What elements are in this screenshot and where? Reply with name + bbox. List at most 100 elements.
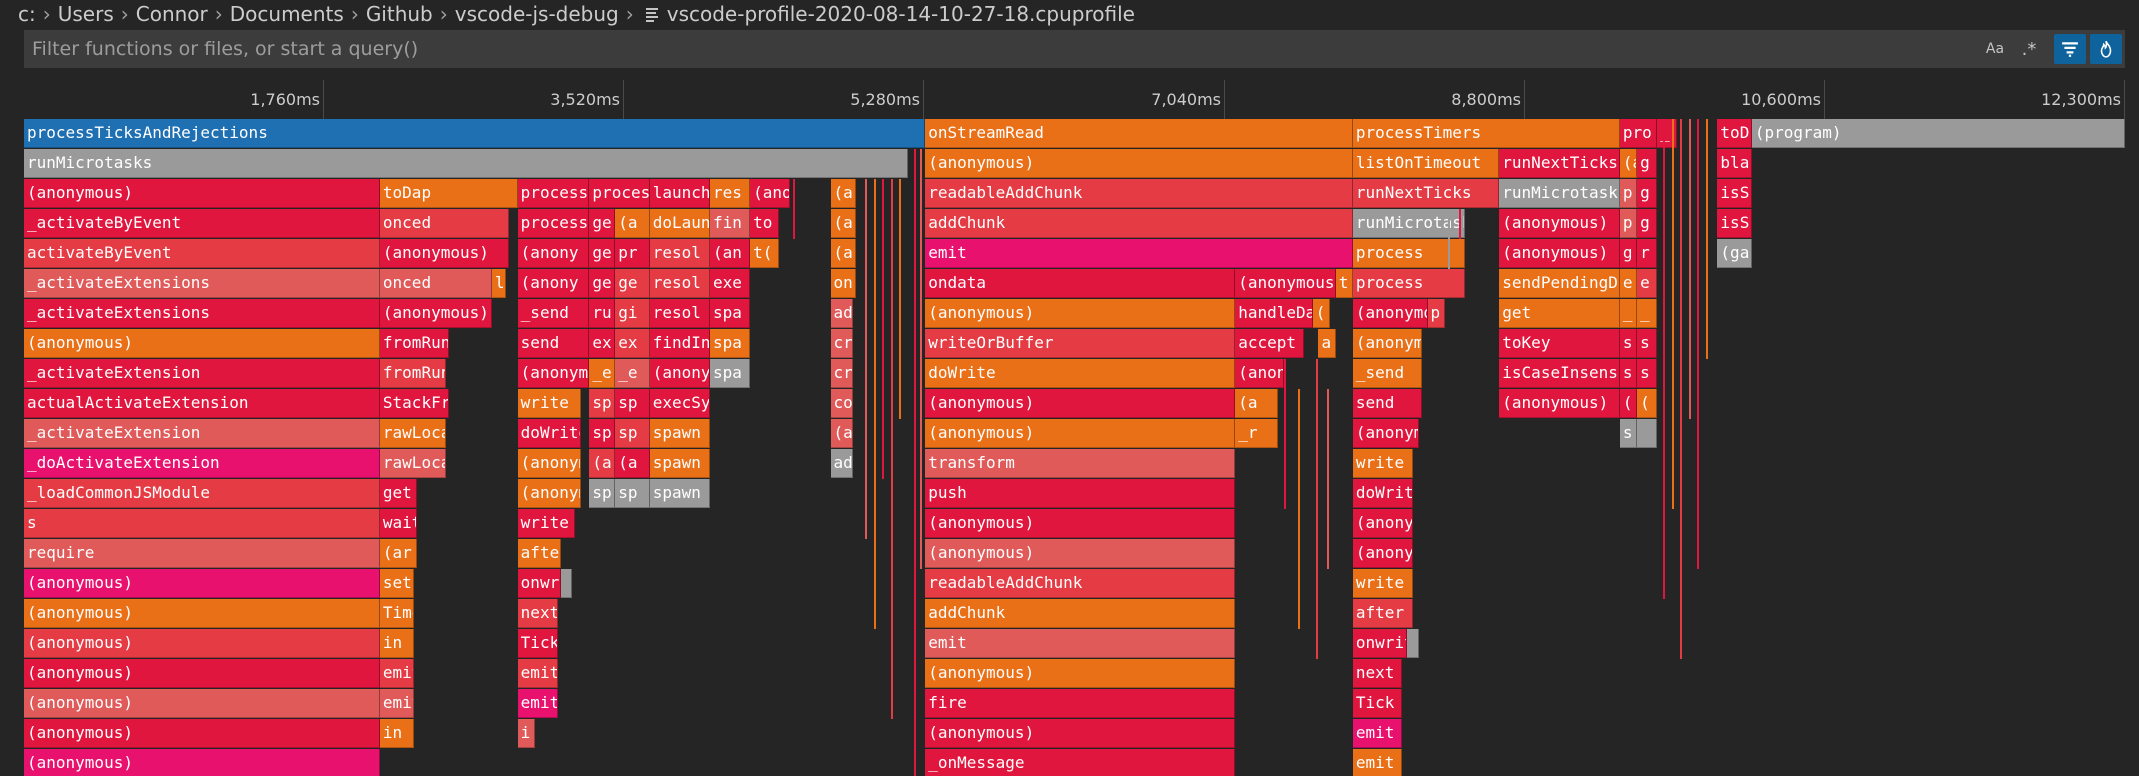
flame-frame[interactable]: get xyxy=(379,479,418,508)
flame-frame[interactable]: _activateExtension xyxy=(24,359,380,388)
flame-sliver[interactable] xyxy=(913,149,916,776)
flame-frame[interactable]: g xyxy=(1619,239,1638,268)
flame-frame[interactable]: (anonymous) xyxy=(1499,239,1620,268)
flame-sliver[interactable] xyxy=(1284,359,1287,509)
flame-frame[interactable]: sp xyxy=(589,419,616,448)
flame-frame[interactable]: toD xyxy=(1717,119,1752,148)
flame-frame[interactable]: sp xyxy=(615,389,650,418)
flame-frame[interactable]: sp xyxy=(615,419,650,448)
flame-frame[interactable]: ge xyxy=(615,269,650,298)
flame-frame[interactable]: process xyxy=(517,179,590,208)
flame-frame[interactable]: _activateByEvent xyxy=(24,209,380,238)
flame-frame[interactable]: (anonymous) xyxy=(925,659,1236,688)
flame-frame[interactable]: emit xyxy=(379,689,415,718)
focus-button[interactable] xyxy=(2054,34,2086,64)
flame-frame[interactable]: (anonymous) xyxy=(24,179,380,208)
flame-frame[interactable]: spa xyxy=(709,329,751,358)
flame-frame[interactable]: cr xyxy=(830,359,854,388)
flame-frame[interactable]: l xyxy=(491,269,507,298)
flame-frame[interactable]: Timer xyxy=(379,599,415,628)
flame-frame[interactable]: handleData xyxy=(1235,299,1313,328)
flame-frame[interactable]: (anonymous) xyxy=(517,479,581,508)
flame-frame[interactable]: (anonymous) xyxy=(925,389,1236,418)
flame-frame[interactable]: rawLocation xyxy=(379,449,446,478)
flame-frame[interactable]: t( xyxy=(750,239,779,268)
flame-frame[interactable]: (anony xyxy=(649,359,710,388)
flame-frame[interactable]: actualActivateExtension xyxy=(24,389,380,418)
flame-frame[interactable]: (a xyxy=(1235,389,1279,418)
flame-frame[interactable]: toDap xyxy=(379,179,518,208)
flame-frame[interactable]: r xyxy=(1637,239,1658,268)
flame-sliver[interactable] xyxy=(899,179,902,419)
flame-button[interactable] xyxy=(2090,34,2122,64)
flame-frame[interactable]: (a xyxy=(1619,149,1638,178)
flame-frame[interactable]: (ga xyxy=(1717,239,1752,268)
flame-frame[interactable]: fire xyxy=(925,689,1236,718)
flame-frame[interactable]: runMicrotasks xyxy=(1352,209,1465,238)
flame-frame[interactable]: pr xyxy=(615,239,650,268)
flame-frame[interactable]: p xyxy=(1619,209,1638,238)
flame-frame[interactable]: write xyxy=(517,389,581,418)
flame-frame[interactable]: wait xyxy=(379,509,418,538)
flame-frame[interactable]: gi xyxy=(615,299,650,328)
flame-frame[interactable]: (anonymous) xyxy=(925,719,1236,748)
flame-frame[interactable]: onStreamRead xyxy=(925,119,1353,148)
flame-frame[interactable]: in xyxy=(379,629,415,658)
flame-frame[interactable]: push xyxy=(925,479,1236,508)
flame-frame[interactable]: g xyxy=(1637,179,1658,208)
flame-frame[interactable]: runNextTicks xyxy=(1499,149,1620,178)
flame-graph[interactable]: processTicksAndRejections onStreamRead pro… xyxy=(24,119,2125,776)
flame-frame[interactable]: toKey xyxy=(1499,329,1620,358)
flame-frame[interactable]: emit xyxy=(1352,719,1402,748)
flame-frame[interactable]: get xyxy=(1499,299,1620,328)
flame-frame[interactable]: activateByEvent xyxy=(24,239,380,268)
flame-frame[interactable]: _ xyxy=(1637,299,1658,328)
flame-frame[interactable]: cr xyxy=(830,329,854,358)
flame-frame[interactable]: _activateExtension xyxy=(24,419,380,448)
flame-frame[interactable]: _send xyxy=(1352,359,1422,388)
flame-frame[interactable]: transform xyxy=(925,449,1236,478)
flame-frame[interactable]: after xyxy=(1352,599,1414,628)
flame-frame[interactable]: doWrite xyxy=(925,359,1236,388)
flame-frame[interactable]: next xyxy=(517,599,558,628)
regex-button[interactable]: .* xyxy=(2021,38,2037,60)
flame-frame[interactable]: onced xyxy=(379,209,510,238)
flame-frame[interactable]: write xyxy=(517,509,576,538)
flame-frame[interactable]: spawn xyxy=(649,479,710,508)
flame-frame[interactable]: (an xyxy=(709,239,751,268)
flame-frame[interactable]: isCaseInsensitive xyxy=(1499,359,1620,388)
flame-frame[interactable]: ad xyxy=(830,299,854,328)
flame-frame[interactable]: (anonymous) xyxy=(925,539,1236,568)
flame-frame[interactable]: (anonymous) xyxy=(24,569,380,598)
flame-frame[interactable]: (a xyxy=(589,449,616,478)
flame-frame[interactable]: (anonymous) xyxy=(517,359,590,388)
flame-frame[interactable]: spawn xyxy=(649,449,710,478)
flame-frame[interactable]: ru xyxy=(589,299,616,328)
flame-frame[interactable]: (anonymous) xyxy=(1235,269,1336,298)
breadcrumb-item[interactable]: Github xyxy=(365,2,433,26)
flame-frame[interactable]: (a xyxy=(615,209,650,238)
flame-frame[interactable]: emit xyxy=(517,689,558,718)
flame-frame[interactable]: spawn xyxy=(649,419,710,448)
flame-frame[interactable]: (anonymous) xyxy=(1352,299,1428,328)
flame-frame[interactable]: ondata xyxy=(925,269,1236,298)
flame-sliver[interactable] xyxy=(864,179,867,539)
flame-frame[interactable]: g xyxy=(1637,149,1658,178)
flame-frame[interactable]: emit xyxy=(379,659,415,688)
flame-frame[interactable]: doLaunch xyxy=(649,209,710,238)
flame-sliver[interactable] xyxy=(882,179,885,479)
flame-frame[interactable] xyxy=(560,569,573,598)
breadcrumb-item[interactable]: Connor xyxy=(135,2,208,26)
flame-sliver[interactable] xyxy=(1705,119,1708,359)
flame-frame[interactable]: e xyxy=(1637,269,1658,298)
flame-frame[interactable]: process xyxy=(1352,239,1465,268)
flame-frame[interactable]: (a xyxy=(830,419,854,448)
flame-sliver[interactable] xyxy=(1697,119,1700,569)
flame-frame[interactable]: _e xyxy=(589,359,616,388)
flame-frame[interactable]: (anonymous) xyxy=(24,689,380,718)
flame-frame[interactable]: (anon xyxy=(1235,359,1284,388)
flame-frame[interactable]: listOnTimeout xyxy=(1352,149,1500,178)
flame-frame[interactable]: spa xyxy=(709,299,751,328)
flame-frame[interactable]: co xyxy=(830,389,854,418)
flame-sliver[interactable] xyxy=(1298,389,1301,629)
